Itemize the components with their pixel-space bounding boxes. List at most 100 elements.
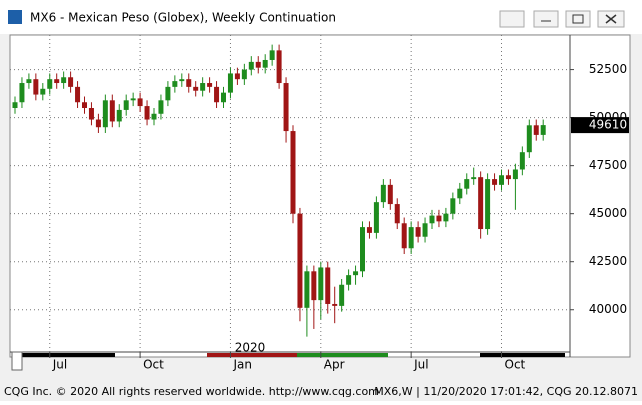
candle-body <box>179 79 185 82</box>
candle-body <box>360 227 365 272</box>
minimize-button[interactable] <box>533 10 559 28</box>
candle-body <box>492 179 498 185</box>
x-tick-label: Jul <box>413 358 428 372</box>
candle-body <box>505 175 511 180</box>
candle-body <box>373 202 379 233</box>
candle-body <box>221 92 226 103</box>
period-band <box>297 353 388 357</box>
candle-body <box>353 271 359 276</box>
candle-body <box>290 131 296 214</box>
candle-body <box>82 102 87 109</box>
candle-body <box>471 177 477 180</box>
candle-body <box>346 275 352 285</box>
candle-body <box>269 50 275 60</box>
candle-body <box>339 284 345 306</box>
candle-body <box>116 109 122 122</box>
candle-body <box>394 204 400 224</box>
candle-body <box>214 86 220 103</box>
period-band <box>207 353 297 357</box>
app-icon <box>8 10 22 24</box>
scroll-handle[interactable] <box>11 351 23 371</box>
candle-body <box>40 88 46 95</box>
link-button[interactable] <box>499 10 525 28</box>
candle-body <box>68 77 74 87</box>
candle-body <box>75 86 81 103</box>
y-tick-label: 52500 <box>589 62 627 76</box>
candle-body <box>200 83 206 91</box>
candle-body <box>380 184 386 203</box>
candle-body <box>193 86 199 91</box>
candle-body <box>130 98 136 101</box>
last-price-label: 49610 <box>589 118 627 132</box>
candle-body <box>332 303 338 306</box>
candle-body <box>401 223 407 249</box>
y-tick-label: 47500 <box>589 158 627 172</box>
x-tick-label: Jan <box>232 358 252 372</box>
candle-body <box>450 198 456 214</box>
candle-body <box>172 81 178 87</box>
candle-body <box>276 50 282 84</box>
candle-body <box>283 83 289 132</box>
candle-body <box>241 69 247 80</box>
candle-body <box>499 175 504 185</box>
candle-body <box>95 119 101 128</box>
period-band <box>480 353 565 357</box>
y-tick-label: 40000 <box>589 302 627 316</box>
candle-body <box>436 215 442 222</box>
candle-body <box>26 79 32 84</box>
candle-body <box>255 61 261 68</box>
x-tick-label: Jul <box>52 358 67 372</box>
x-tick-label: Oct <box>143 358 164 372</box>
year-label: 2020 <box>235 341 266 355</box>
candle-body <box>422 223 428 237</box>
candle-body <box>311 271 317 301</box>
maximize-button[interactable] <box>565 10 591 28</box>
maximize-icon <box>572 14 584 24</box>
window-title: MX6 - Mexican Peso (Globex), Weekly Cont… <box>30 11 336 25</box>
candle-body <box>88 108 94 120</box>
candle-body <box>408 227 414 249</box>
candle-body <box>443 213 449 222</box>
candle-body <box>54 79 60 84</box>
footer-left: CQG Inc. © 2020 All rights reserved worl… <box>4 385 379 398</box>
candle-body <box>137 98 143 107</box>
candle-body <box>429 215 435 224</box>
x-tick-label: Apr <box>324 358 345 372</box>
candle-body <box>304 271 310 308</box>
candle-body <box>533 125 539 135</box>
candle-body <box>526 125 532 153</box>
candle-body <box>207 83 213 87</box>
candle-body <box>457 188 463 199</box>
period-band <box>15 353 115 357</box>
candle-body <box>262 59 268 68</box>
candle-body <box>33 79 39 95</box>
candle-body <box>464 179 470 189</box>
chart-area <box>9 34 631 358</box>
candle-body <box>387 184 393 205</box>
candle-body <box>123 100 129 110</box>
candle-body <box>325 267 331 304</box>
y-tick-label: 45000 <box>589 206 627 220</box>
candle-body <box>248 61 254 70</box>
candle-body <box>102 100 108 128</box>
candle-body <box>415 227 421 237</box>
candle-body <box>519 152 525 170</box>
candle-body <box>297 213 303 308</box>
candle-body <box>227 73 233 93</box>
candle-body <box>512 169 518 180</box>
candle-body <box>366 227 372 233</box>
x-tick-label: Oct <box>505 358 526 372</box>
candle-body <box>144 106 150 120</box>
candle-body <box>165 86 171 101</box>
plot: 400004250045000475005000052500JulOctJanA… <box>10 35 627 372</box>
candle-body <box>47 79 53 89</box>
y-tick-label: 42500 <box>589 254 627 268</box>
candle-body <box>61 77 67 84</box>
footer-right: MX6,W | 11/20/2020 17:01:42, CQG 20.12.8… <box>374 385 638 398</box>
candle-body <box>540 125 546 135</box>
candle-body <box>109 100 115 122</box>
candle-body <box>485 179 491 230</box>
candle-body <box>158 100 164 114</box>
candle-body <box>151 113 157 120</box>
